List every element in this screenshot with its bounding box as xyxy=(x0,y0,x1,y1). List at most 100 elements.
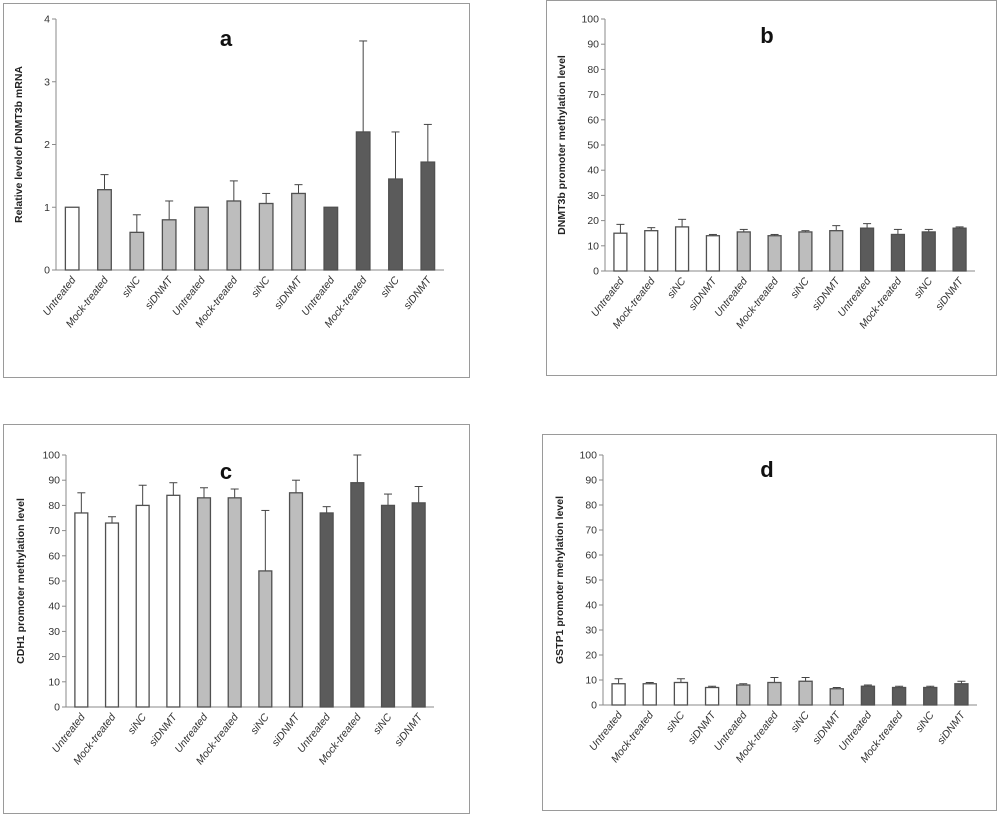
bar xyxy=(829,230,844,272)
bar xyxy=(860,685,876,706)
bar xyxy=(388,178,403,271)
bar xyxy=(323,206,339,271)
bar xyxy=(923,686,938,706)
bar xyxy=(952,227,967,272)
bar xyxy=(161,219,177,271)
bar xyxy=(705,235,721,272)
y-tick-label: 20 xyxy=(48,651,60,663)
bar xyxy=(921,231,936,272)
x-tick-label: siNC xyxy=(249,274,273,300)
bar xyxy=(613,232,628,272)
bar xyxy=(673,681,689,706)
y-tick-label: 40 xyxy=(48,601,60,613)
chart-svg-b: 0 10 20 30 40 50 60 70 80 90 100 DNMT3b promoter me… xyxy=(556,14,975,331)
x-tick-label: siNC xyxy=(913,709,937,735)
bar xyxy=(611,683,626,706)
y-tick-label: 70 xyxy=(587,89,599,101)
panel-letter: c xyxy=(220,459,232,484)
bar xyxy=(64,206,80,271)
y-tick-label: 100 xyxy=(42,450,60,462)
x-tick-label: siDNMT xyxy=(935,708,969,747)
bar xyxy=(798,231,813,272)
bar xyxy=(194,206,209,271)
bar xyxy=(74,512,89,708)
y-tick-label: 30 xyxy=(585,625,597,637)
y-axis-title: CDH1 promoter methylation level xyxy=(15,498,27,664)
bar xyxy=(104,522,120,708)
y-tick-label: 80 xyxy=(587,64,599,76)
y-tick-label: 70 xyxy=(48,525,60,537)
y-tick-label: 70 xyxy=(585,525,597,537)
y-tick-label: 0 xyxy=(593,266,599,278)
bar xyxy=(355,131,371,271)
y-axis-title: Relative levelof DNMT3b mRNA xyxy=(13,66,25,223)
y-tick-label: 90 xyxy=(587,39,599,51)
bar xyxy=(129,231,145,271)
bar xyxy=(291,192,306,271)
bar xyxy=(767,235,782,272)
chart-svg-c: 0 10 20 30 40 50 60 70 80 90 100 CDH1 promoter meth… xyxy=(15,450,434,767)
y-tick-label: 10 xyxy=(585,675,597,687)
y-tick-label: 50 xyxy=(587,140,599,152)
y-tick-label: 60 xyxy=(48,550,60,562)
bar xyxy=(859,227,875,272)
bar xyxy=(319,512,334,708)
y-tick-label: 80 xyxy=(585,500,597,512)
bar xyxy=(704,686,720,706)
x-tick-label: siNC xyxy=(912,275,936,301)
bar xyxy=(258,570,273,708)
y-axis-title: GSTP1 promoter mehylation level xyxy=(554,496,566,664)
x-tick-label: siDNMT xyxy=(143,273,177,312)
y-tick-label: 20 xyxy=(587,215,599,227)
x-tick-label: siNC xyxy=(120,274,144,300)
chart-svg-d: 0 10 20 30 40 50 60 70 80 90 100 GSTP1 promoter meh… xyxy=(554,450,977,765)
panel-letter: b xyxy=(760,23,773,48)
bar xyxy=(258,202,274,271)
x-tick-label: siDNMT xyxy=(272,273,306,312)
bar xyxy=(829,688,844,706)
y-tick-label: 40 xyxy=(587,165,599,177)
bar xyxy=(891,686,907,706)
bar xyxy=(420,161,436,271)
bar xyxy=(226,200,242,271)
y-tick-label: 60 xyxy=(587,114,599,126)
x-tick-label: siNC xyxy=(371,711,395,737)
y-axis-title: DNMT3b promoter methylation level xyxy=(556,55,568,235)
x-tick-label: siNC xyxy=(378,274,402,300)
bar xyxy=(166,494,181,708)
bar xyxy=(350,482,365,708)
bar xyxy=(736,231,751,272)
bar xyxy=(767,681,782,706)
y-tick-label: 90 xyxy=(48,475,60,487)
bar xyxy=(644,230,659,272)
bar xyxy=(288,492,304,708)
y-tick-label: 20 xyxy=(585,650,597,662)
chart-panel-c: 0 10 20 30 40 50 60 70 80 90 100 CDH1 promoter meth… xyxy=(3,424,470,814)
bar xyxy=(97,189,112,271)
y-tick-label: 0 xyxy=(44,265,50,277)
bar xyxy=(135,504,150,708)
x-tick-label: siNC xyxy=(665,275,689,301)
x-tick-label: siNC xyxy=(248,711,272,737)
y-tick-label: 1 xyxy=(44,202,50,214)
y-tick-label: 100 xyxy=(581,14,599,26)
x-tick-label: siNC xyxy=(788,709,812,735)
y-tick-label: 50 xyxy=(585,575,597,587)
bar xyxy=(411,502,426,708)
y-tick-label: 90 xyxy=(585,475,597,487)
y-tick-label: 3 xyxy=(44,76,50,88)
y-tick-label: 60 xyxy=(585,550,597,562)
chart-panel-d: 0 10 20 30 40 50 60 70 80 90 100 GSTP1 promoter meh… xyxy=(542,434,997,811)
chart-panel-b: 0 10 20 30 40 50 60 70 80 90 100 DNMT3b promoter me… xyxy=(546,0,997,376)
x-tick-label: siNC xyxy=(788,275,812,301)
y-tick-label: 4 xyxy=(44,14,50,26)
y-tick-label: 80 xyxy=(48,500,60,512)
y-tick-label: 100 xyxy=(579,450,597,462)
panel-letter: d xyxy=(760,457,773,482)
x-tick-label: siDNMT xyxy=(933,274,967,313)
y-tick-label: 10 xyxy=(48,676,60,688)
bar xyxy=(674,226,690,272)
y-tick-label: 30 xyxy=(587,190,599,202)
x-tick-label: siDNMT xyxy=(401,273,435,312)
